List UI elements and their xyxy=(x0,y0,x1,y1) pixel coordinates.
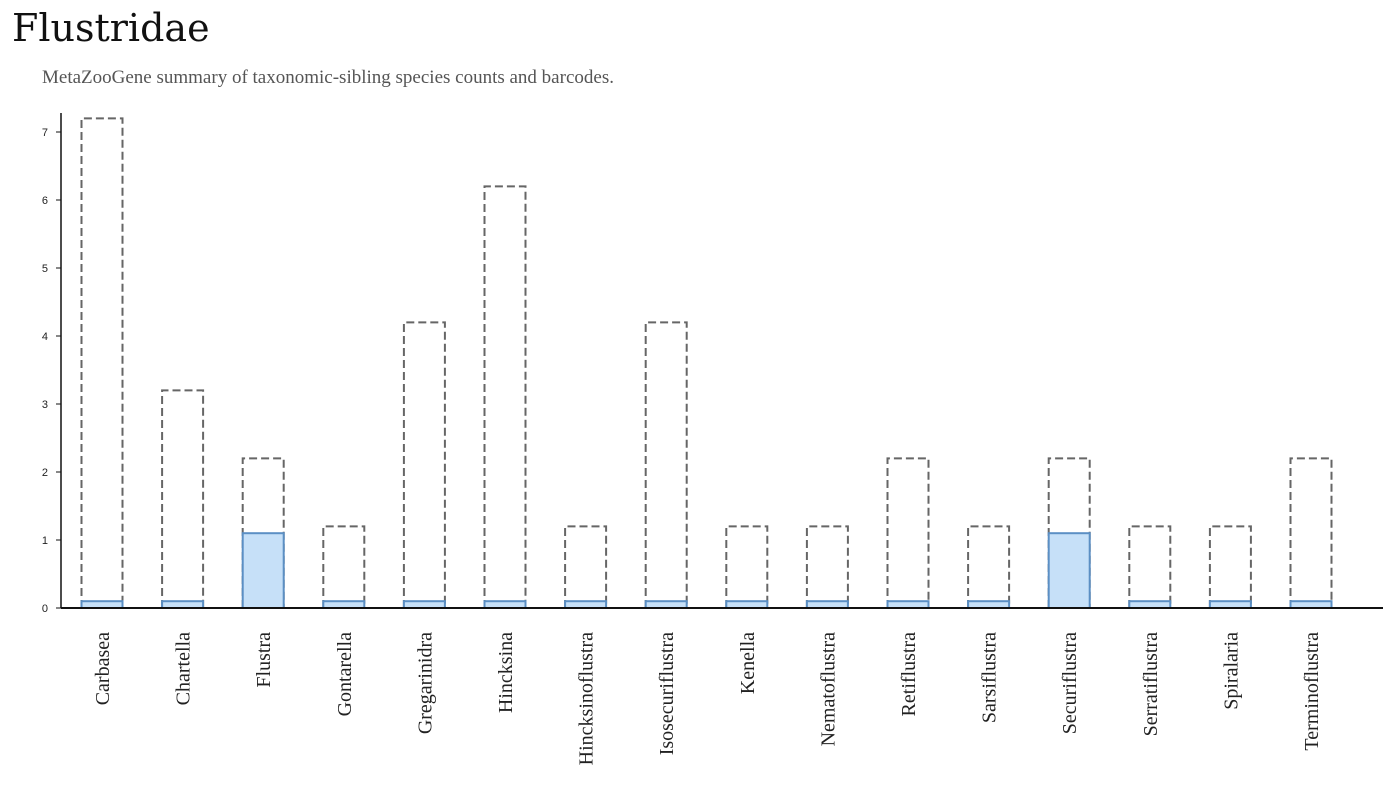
species-count-bar xyxy=(80,117,124,608)
species-count-bar xyxy=(805,525,849,608)
x-tick-label: Nematoflustra xyxy=(817,632,839,747)
x-tick-label: Terminoflustra xyxy=(1301,632,1323,751)
page-title: Flustridae xyxy=(12,6,210,50)
y-tick-label: 3 xyxy=(42,399,48,411)
species-count-bar xyxy=(967,525,1011,608)
barcode-count-bar xyxy=(322,600,366,610)
y-tick-label: 7 xyxy=(42,127,48,139)
x-tick-label: Isosecuriflustra xyxy=(656,632,678,755)
barcode-count-bar xyxy=(80,600,124,610)
species-count-bar xyxy=(1208,525,1252,608)
y-tick-label: 6 xyxy=(42,195,48,207)
page-subtitle: MetaZooGene summary of taxonomic-sibling… xyxy=(42,67,614,88)
x-tick-label: Sarsiflustra xyxy=(979,632,1001,723)
x-tick-label: Spiralaria xyxy=(1220,632,1242,710)
barcode-count-bar xyxy=(241,532,285,610)
species-count-bar xyxy=(483,185,527,608)
species-count-bar xyxy=(725,525,769,608)
barcode-count-bar xyxy=(564,600,608,610)
x-tick-label: Hincksinoflustra xyxy=(576,632,598,765)
species-count-bar xyxy=(886,457,930,608)
x-tick-label: Serratiflustra xyxy=(1140,632,1162,737)
y-tick-label: 5 xyxy=(42,263,48,275)
species-count-bar xyxy=(402,321,446,608)
species-count-bar xyxy=(1289,457,1333,608)
x-tick-label: Chartella xyxy=(173,632,195,705)
x-tick-label: Securiflustra xyxy=(1059,632,1081,734)
species-count-bar xyxy=(1128,525,1172,608)
barcode-count-bar xyxy=(644,600,688,610)
x-tick-label: Carbasea xyxy=(92,632,114,705)
barcode-count-bar xyxy=(1047,532,1091,610)
barcode-count-bar xyxy=(1208,600,1252,610)
x-tick-label: Kenella xyxy=(737,632,759,694)
y-tick-label: 0 xyxy=(42,603,48,615)
y-tick-label: 1 xyxy=(42,535,48,547)
barcode-count-bar xyxy=(725,600,769,610)
species-count-bar xyxy=(322,525,366,608)
x-tick-label: Gontarella xyxy=(334,632,356,717)
x-tick-label: Retiflustra xyxy=(898,632,920,717)
barcode-count-bar xyxy=(161,600,205,610)
barcode-count-bar xyxy=(1289,600,1333,610)
barcode-count-bar xyxy=(805,600,849,610)
x-tick-label: Gregarinidra xyxy=(414,632,436,734)
barcode-count-bar xyxy=(967,600,1011,610)
y-tick-label: 2 xyxy=(42,467,48,479)
species-count-bar xyxy=(564,525,608,608)
barcode-count-bar xyxy=(1128,600,1172,610)
barcode-count-bar xyxy=(483,600,527,610)
barcode-count-bar xyxy=(402,600,446,610)
barcode-count-bar xyxy=(886,600,930,610)
y-tick-label: 4 xyxy=(42,331,48,343)
species-count-bar xyxy=(161,389,205,608)
x-tick-label: Flustra xyxy=(253,632,275,688)
species-count-bar xyxy=(644,321,688,608)
x-tick-label: Hincksina xyxy=(495,632,517,713)
